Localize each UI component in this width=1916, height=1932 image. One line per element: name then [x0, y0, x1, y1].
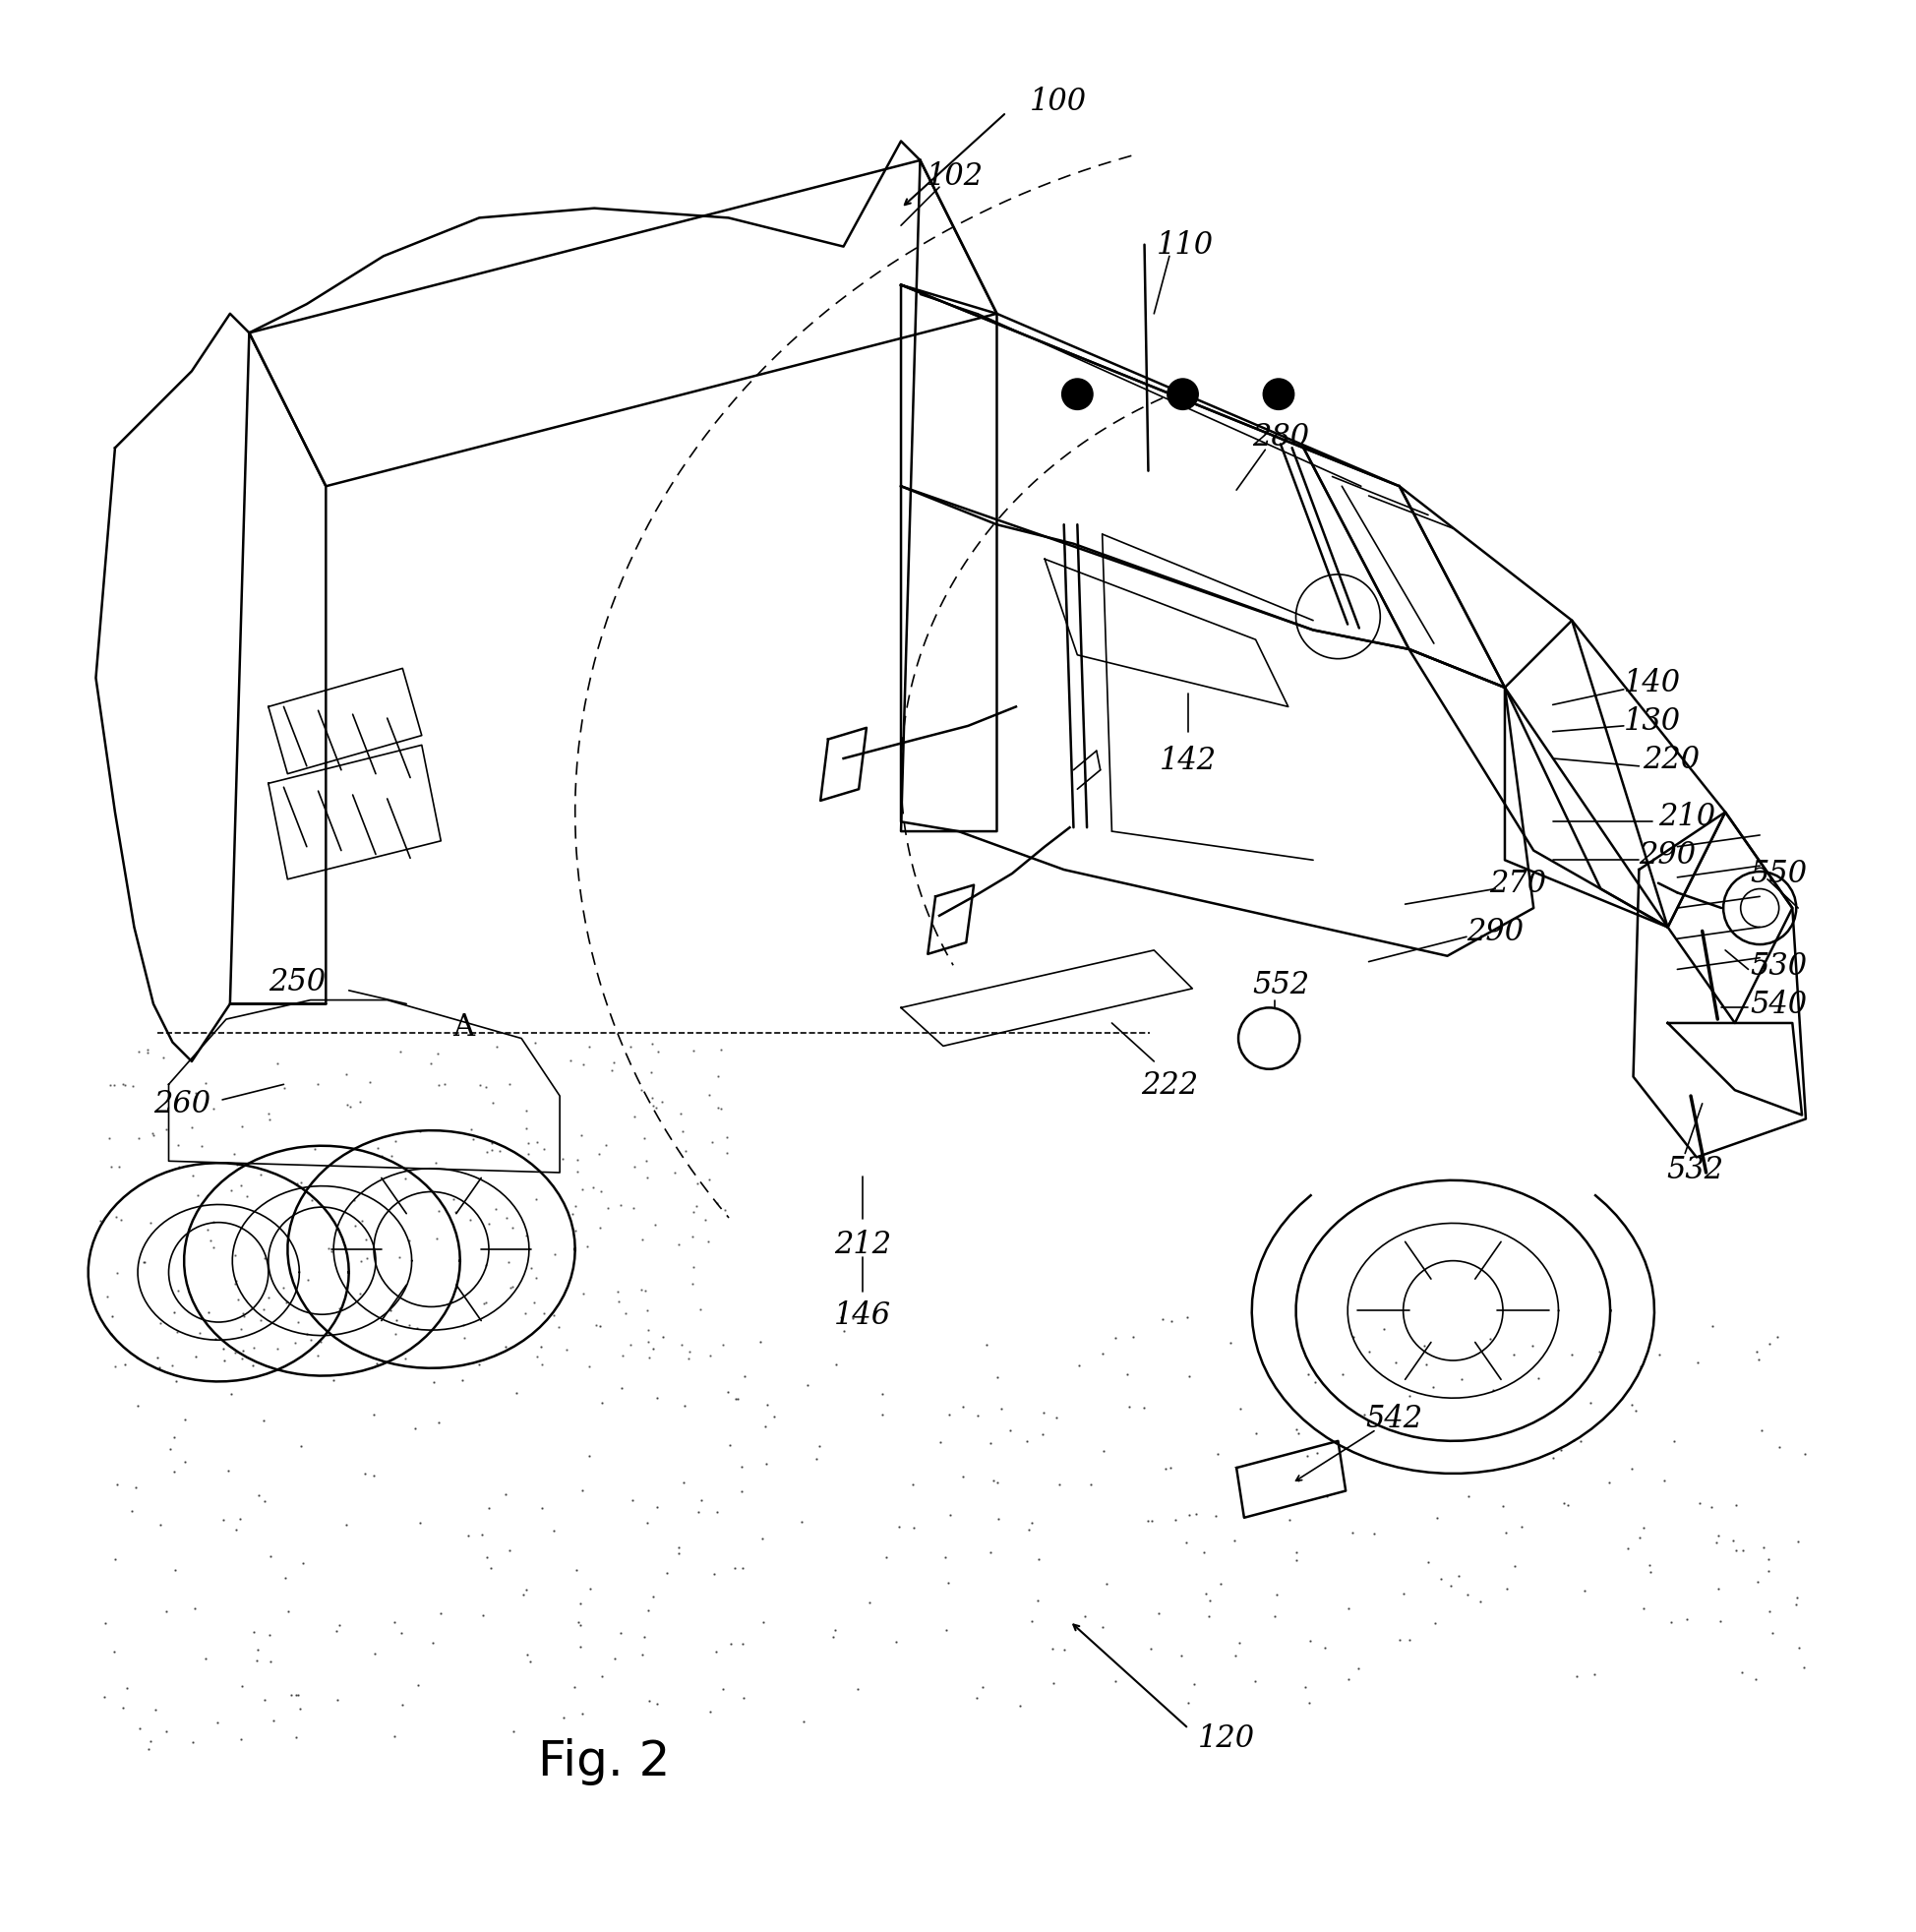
Text: 542: 542: [1364, 1403, 1422, 1434]
Text: 550: 550: [1749, 860, 1807, 889]
Text: 100: 100: [1029, 87, 1086, 118]
Text: 210: 210: [1657, 802, 1715, 833]
Text: 532: 532: [1665, 1153, 1722, 1184]
Circle shape: [1263, 379, 1293, 410]
Text: 142: 142: [1159, 746, 1217, 777]
Text: 250: 250: [268, 966, 326, 997]
Text: A: A: [452, 1012, 475, 1043]
Text: 110: 110: [1155, 230, 1213, 261]
Text: 280: 280: [1251, 421, 1309, 452]
Text: 130: 130: [1623, 705, 1680, 736]
Text: 222: 222: [1140, 1070, 1198, 1099]
Text: 260: 260: [153, 1090, 211, 1119]
Text: 540: 540: [1749, 989, 1807, 1020]
Circle shape: [1061, 379, 1092, 410]
Text: 290: 290: [1638, 840, 1696, 869]
Text: 102: 102: [925, 160, 983, 191]
Text: 530: 530: [1749, 951, 1807, 981]
Text: 552: 552: [1251, 970, 1309, 1001]
Text: 220: 220: [1642, 744, 1699, 775]
Text: 290: 290: [1466, 916, 1523, 947]
Text: 120: 120: [1198, 1723, 1255, 1754]
Text: 212: 212: [833, 1229, 891, 1260]
Text: 140: 140: [1623, 667, 1680, 697]
Text: Fig. 2: Fig. 2: [538, 1737, 669, 1785]
Circle shape: [1167, 379, 1198, 410]
Text: 270: 270: [1489, 867, 1546, 898]
Text: 146: 146: [833, 1300, 891, 1329]
